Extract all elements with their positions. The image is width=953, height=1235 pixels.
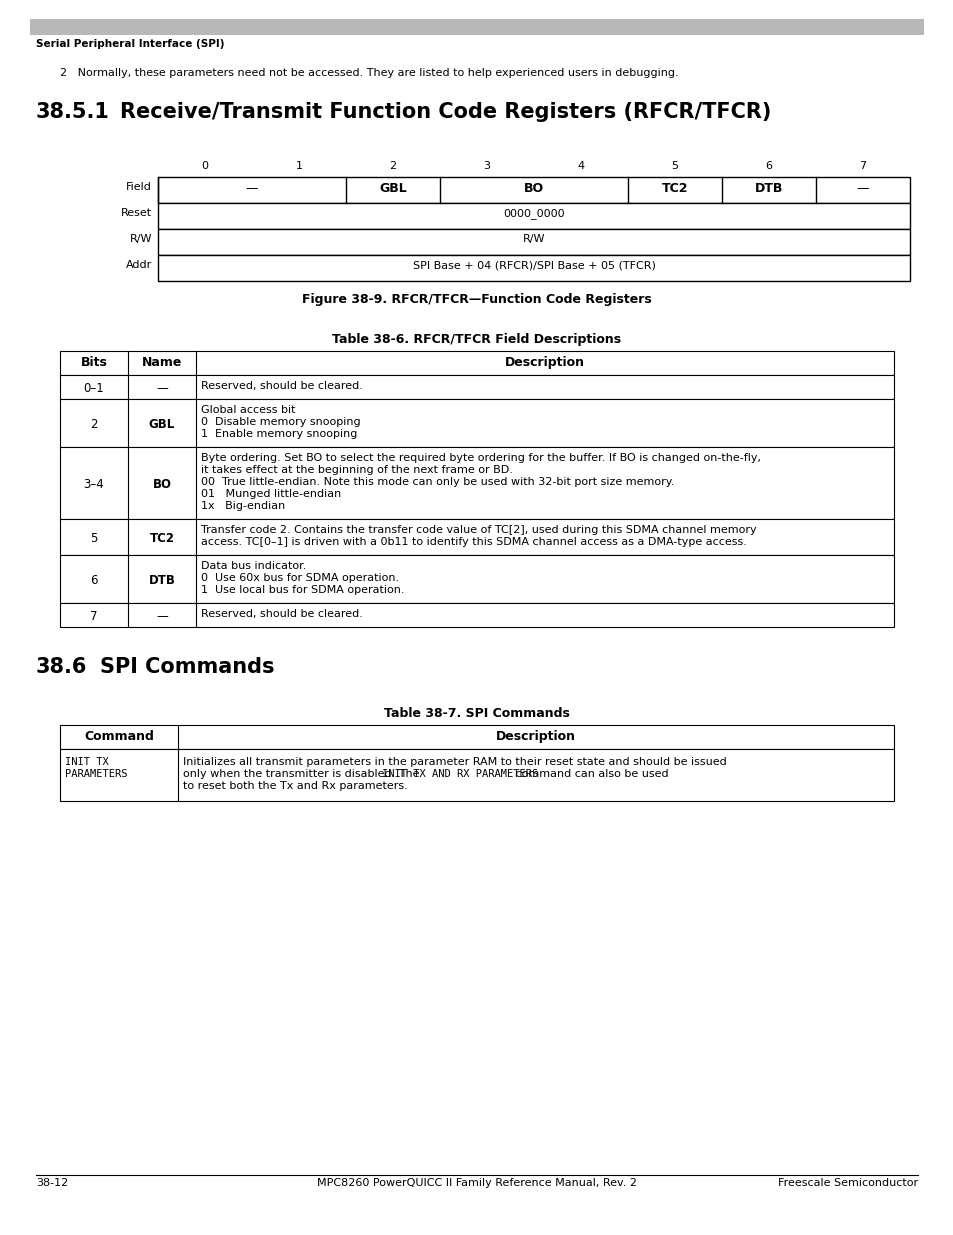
- Text: Receive/Transmit Function Code Registers (RFCR/TFCR): Receive/Transmit Function Code Registers…: [120, 103, 771, 122]
- Text: to reset both the Tx and Rx parameters.: to reset both the Tx and Rx parameters.: [183, 781, 407, 790]
- Text: 1x   Big-endian: 1x Big-endian: [201, 501, 285, 511]
- Text: Byte ordering. Set BO to select the required byte ordering for the buffer. If BO: Byte ordering. Set BO to select the requ…: [201, 453, 760, 463]
- Text: —: —: [156, 382, 168, 395]
- Text: 6: 6: [91, 574, 97, 587]
- Text: 38.5.1: 38.5.1: [36, 103, 110, 122]
- Bar: [60, 399, 893, 447]
- Text: Description: Description: [496, 730, 576, 743]
- Text: Transfer code 2. Contains the transfer code value of TC[2], used during this SDM: Transfer code 2. Contains the transfer c…: [201, 525, 756, 535]
- Text: Reserved, should be cleared.: Reserved, should be cleared.: [201, 382, 362, 391]
- Text: MPC8260 PowerQUICC II Family Reference Manual, Rev. 2: MPC8260 PowerQUICC II Family Reference M…: [316, 1178, 637, 1188]
- Text: 6: 6: [764, 161, 772, 170]
- Text: TC2: TC2: [661, 182, 687, 195]
- Text: command can also be used: command can also be used: [511, 769, 668, 779]
- Text: 2: 2: [389, 161, 396, 170]
- Text: Initializes all transmit parameters in the parameter RAM to their reset state an: Initializes all transmit parameters in t…: [183, 757, 726, 767]
- Bar: [158, 228, 909, 254]
- Bar: [60, 603, 893, 627]
- Text: 3–4: 3–4: [84, 478, 104, 492]
- Text: —: —: [856, 182, 868, 195]
- Text: 1  Use local bus for SDMA operation.: 1 Use local bus for SDMA operation.: [201, 585, 404, 595]
- Text: Reset: Reset: [121, 207, 152, 219]
- Text: access. TC[0–1] is driven with a 0b11 to identify this SDMA channel access as a : access. TC[0–1] is driven with a 0b11 to…: [201, 537, 746, 547]
- Text: 1: 1: [295, 161, 302, 170]
- Bar: [158, 254, 909, 282]
- Text: 5: 5: [91, 532, 97, 545]
- Text: 0–1: 0–1: [84, 382, 104, 395]
- Text: INIT TX AND RX PARAMETERS: INIT TX AND RX PARAMETERS: [381, 769, 537, 779]
- Text: TC2: TC2: [150, 532, 174, 545]
- Text: 00  True little-endian. Note this mode can only be used with 32-bit port size me: 00 True little-endian. Note this mode ca…: [201, 477, 674, 487]
- Text: 38-12: 38-12: [36, 1178, 69, 1188]
- Bar: [60, 725, 893, 748]
- Text: BO: BO: [523, 182, 543, 195]
- Bar: [60, 555, 893, 603]
- Text: Freescale Semiconductor: Freescale Semiconductor: [777, 1178, 917, 1188]
- Bar: [158, 203, 909, 228]
- Text: 5: 5: [671, 161, 678, 170]
- Text: Global access bit: Global access bit: [201, 405, 295, 415]
- Text: Data bus indicator.: Data bus indicator.: [201, 561, 306, 571]
- Bar: [30, 19, 923, 35]
- Bar: [60, 519, 893, 555]
- Text: SPI Commands: SPI Commands: [100, 657, 274, 677]
- Text: 0: 0: [201, 161, 209, 170]
- Text: Command: Command: [84, 730, 153, 743]
- Text: 2: 2: [91, 417, 97, 431]
- Text: Field: Field: [126, 182, 152, 191]
- Text: Reserved, should be cleared.: Reserved, should be cleared.: [201, 609, 362, 619]
- Text: 3: 3: [483, 161, 490, 170]
- Text: it takes effect at the beginning of the next frame or BD.: it takes effect at the beginning of the …: [201, 466, 513, 475]
- Bar: [60, 447, 893, 519]
- Text: 38.6: 38.6: [36, 657, 88, 677]
- Text: only when the transmitter is disabled. The: only when the transmitter is disabled. T…: [183, 769, 422, 779]
- Text: —: —: [156, 610, 168, 622]
- Text: DTB: DTB: [149, 574, 175, 587]
- Text: 0000_0000: 0000_0000: [502, 207, 564, 219]
- Text: —: —: [246, 182, 258, 195]
- Bar: [60, 375, 893, 399]
- Text: DTB: DTB: [754, 182, 782, 195]
- Text: 0  Disable memory snooping: 0 Disable memory snooping: [201, 417, 360, 427]
- Text: GBL: GBL: [378, 182, 406, 195]
- Text: SPI Base + 04 (RFCR)/SPI Base + 05 (TFCR): SPI Base + 04 (RFCR)/SPI Base + 05 (TFCR…: [412, 261, 655, 270]
- Text: PARAMETERS: PARAMETERS: [65, 769, 128, 779]
- Text: Table 38-6. RFCR/TFCR Field Descriptions: Table 38-6. RFCR/TFCR Field Descriptions: [332, 333, 621, 346]
- Text: Table 38-7. SPI Commands: Table 38-7. SPI Commands: [384, 706, 569, 720]
- Text: Figure 38-9. RFCR/TFCR—Function Code Registers: Figure 38-9. RFCR/TFCR—Function Code Reg…: [302, 293, 651, 306]
- Text: R/W: R/W: [522, 233, 545, 245]
- Text: BO: BO: [152, 478, 172, 492]
- Bar: [60, 748, 893, 802]
- Text: Name: Name: [142, 356, 182, 369]
- Text: INIT TX: INIT TX: [65, 757, 109, 767]
- Text: 01   Munged little-endian: 01 Munged little-endian: [201, 489, 341, 499]
- Text: 4: 4: [577, 161, 584, 170]
- Bar: [60, 351, 893, 375]
- Text: Description: Description: [504, 356, 584, 369]
- Text: 2   Normally, these parameters need not be accessed. They are listed to help exp: 2 Normally, these parameters need not be…: [60, 68, 678, 78]
- Text: Bits: Bits: [80, 356, 108, 369]
- Text: Serial Peripheral Interface (SPI): Serial Peripheral Interface (SPI): [36, 40, 224, 49]
- Bar: [158, 177, 909, 203]
- Text: R/W: R/W: [130, 233, 152, 245]
- Text: 0  Use 60x bus for SDMA operation.: 0 Use 60x bus for SDMA operation.: [201, 573, 398, 583]
- Text: 7: 7: [859, 161, 865, 170]
- Text: 1  Enable memory snooping: 1 Enable memory snooping: [201, 429, 357, 438]
- Text: 7: 7: [91, 610, 97, 622]
- Text: Addr: Addr: [126, 261, 152, 270]
- Text: GBL: GBL: [149, 417, 175, 431]
